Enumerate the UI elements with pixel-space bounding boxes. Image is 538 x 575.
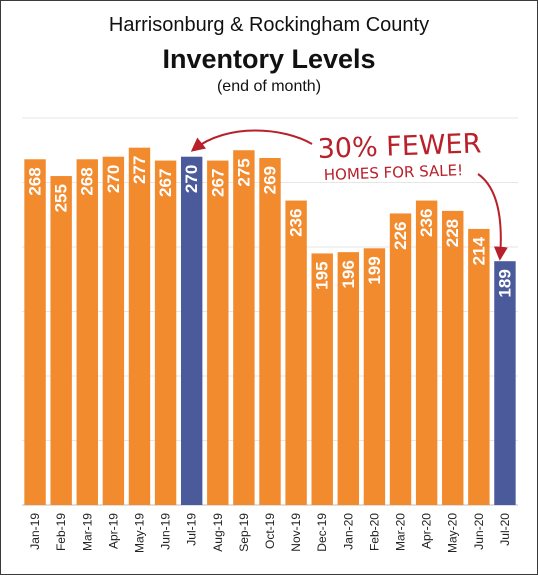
bar-nov-19: [285, 200, 307, 505]
x-tick-label-oct-19: Oct-19: [263, 513, 277, 549]
chart-title: Harrisonburg & Rockingham County: [108, 14, 430, 36]
value-label-aug-19: 267: [208, 169, 227, 197]
value-label-feb-20: 199: [365, 256, 384, 284]
bar-mar-19: [76, 159, 98, 505]
bar-sep-19: [233, 150, 255, 505]
x-tick-label-dec-19: Dec-19: [315, 513, 329, 552]
bar-jun-19: [154, 160, 177, 505]
bar-aug-19: [207, 160, 229, 505]
x-tick-label-jul-19: Jul-19: [185, 513, 199, 546]
value-label-sep-19: 275: [234, 158, 253, 186]
value-label-jun-20: 214: [469, 236, 488, 265]
x-tick-label-nov-19: Nov-19: [289, 513, 303, 552]
bar-may-20: [442, 210, 464, 505]
x-tick-label-apr-20: Apr-20: [420, 513, 434, 549]
bar-apr-19: [102, 156, 125, 505]
bar-jun-20: [468, 228, 490, 505]
value-label-jun-19: 267: [156, 169, 175, 197]
x-tick-label-feb-19: Feb-19: [54, 513, 68, 551]
value-label-dec-19: 195: [313, 261, 332, 289]
bar-jul-19: [180, 156, 203, 505]
chart-note: (end of month): [216, 78, 322, 95]
value-label-jul-19: 270: [182, 165, 201, 193]
x-tick-label-jan-20: Jan-20: [341, 513, 355, 550]
x-tick-label-feb-20: Feb-20: [367, 513, 381, 551]
bar-feb-19: [50, 176, 72, 506]
value-label-mar-20: 226: [391, 221, 410, 249]
x-tick-label-sep-19: Sep-19: [237, 513, 251, 552]
value-label-apr-19: 270: [104, 165, 123, 193]
bar-jan-19: [24, 159, 46, 505]
bar-feb-20: [363, 248, 386, 506]
value-label-mar-19: 268: [78, 167, 97, 195]
value-label-jan-19: 268: [26, 167, 45, 195]
x-tick-label-may-20: May-20: [446, 513, 460, 553]
value-label-jul-20: 189: [495, 269, 514, 297]
x-tick-label-mar-20: Mar-20: [394, 513, 408, 551]
x-tick-label-may-19: May-19: [132, 513, 146, 553]
annotation-arrow-right: [477, 173, 508, 261]
x-tick-label-jan-19: Jan-19: [28, 513, 42, 550]
value-label-nov-19: 236: [287, 209, 306, 237]
x-tick-label-jul-20: Jul-20: [498, 513, 512, 546]
annotation-line-1: 30% FEWER: [317, 128, 482, 165]
bar-may-19: [128, 147, 151, 506]
x-tick-label-mar-19: Mar-19: [80, 513, 94, 551]
x-tick-label-jun-20: Jun-20: [472, 513, 486, 550]
value-label-oct-19: 269: [261, 166, 280, 194]
bar-mar-20: [389, 213, 412, 505]
bar-jul-20: [494, 261, 516, 505]
bar-apr-20: [415, 200, 438, 505]
chart-subtitle: Inventory Levels: [162, 44, 376, 74]
annotation-line-2: HOMES FOR SALE!: [324, 161, 464, 184]
bar-dec-19: [311, 253, 333, 505]
annotation-arrow-left: [190, 129, 313, 152]
bar-oct-19: [259, 157, 281, 506]
x-tick-label-apr-19: Apr-19: [106, 513, 120, 549]
value-label-may-19: 277: [130, 156, 149, 184]
value-label-apr-20: 236: [417, 209, 436, 237]
bar-jan-20: [337, 252, 360, 505]
x-tick-label-aug-19: Aug-19: [211, 513, 225, 552]
value-label-may-20: 228: [443, 219, 462, 247]
value-label-feb-19: 255: [52, 184, 71, 212]
x-tick-label-jun-19: Jun-19: [159, 513, 173, 550]
value-label-jan-20: 196: [339, 260, 358, 288]
